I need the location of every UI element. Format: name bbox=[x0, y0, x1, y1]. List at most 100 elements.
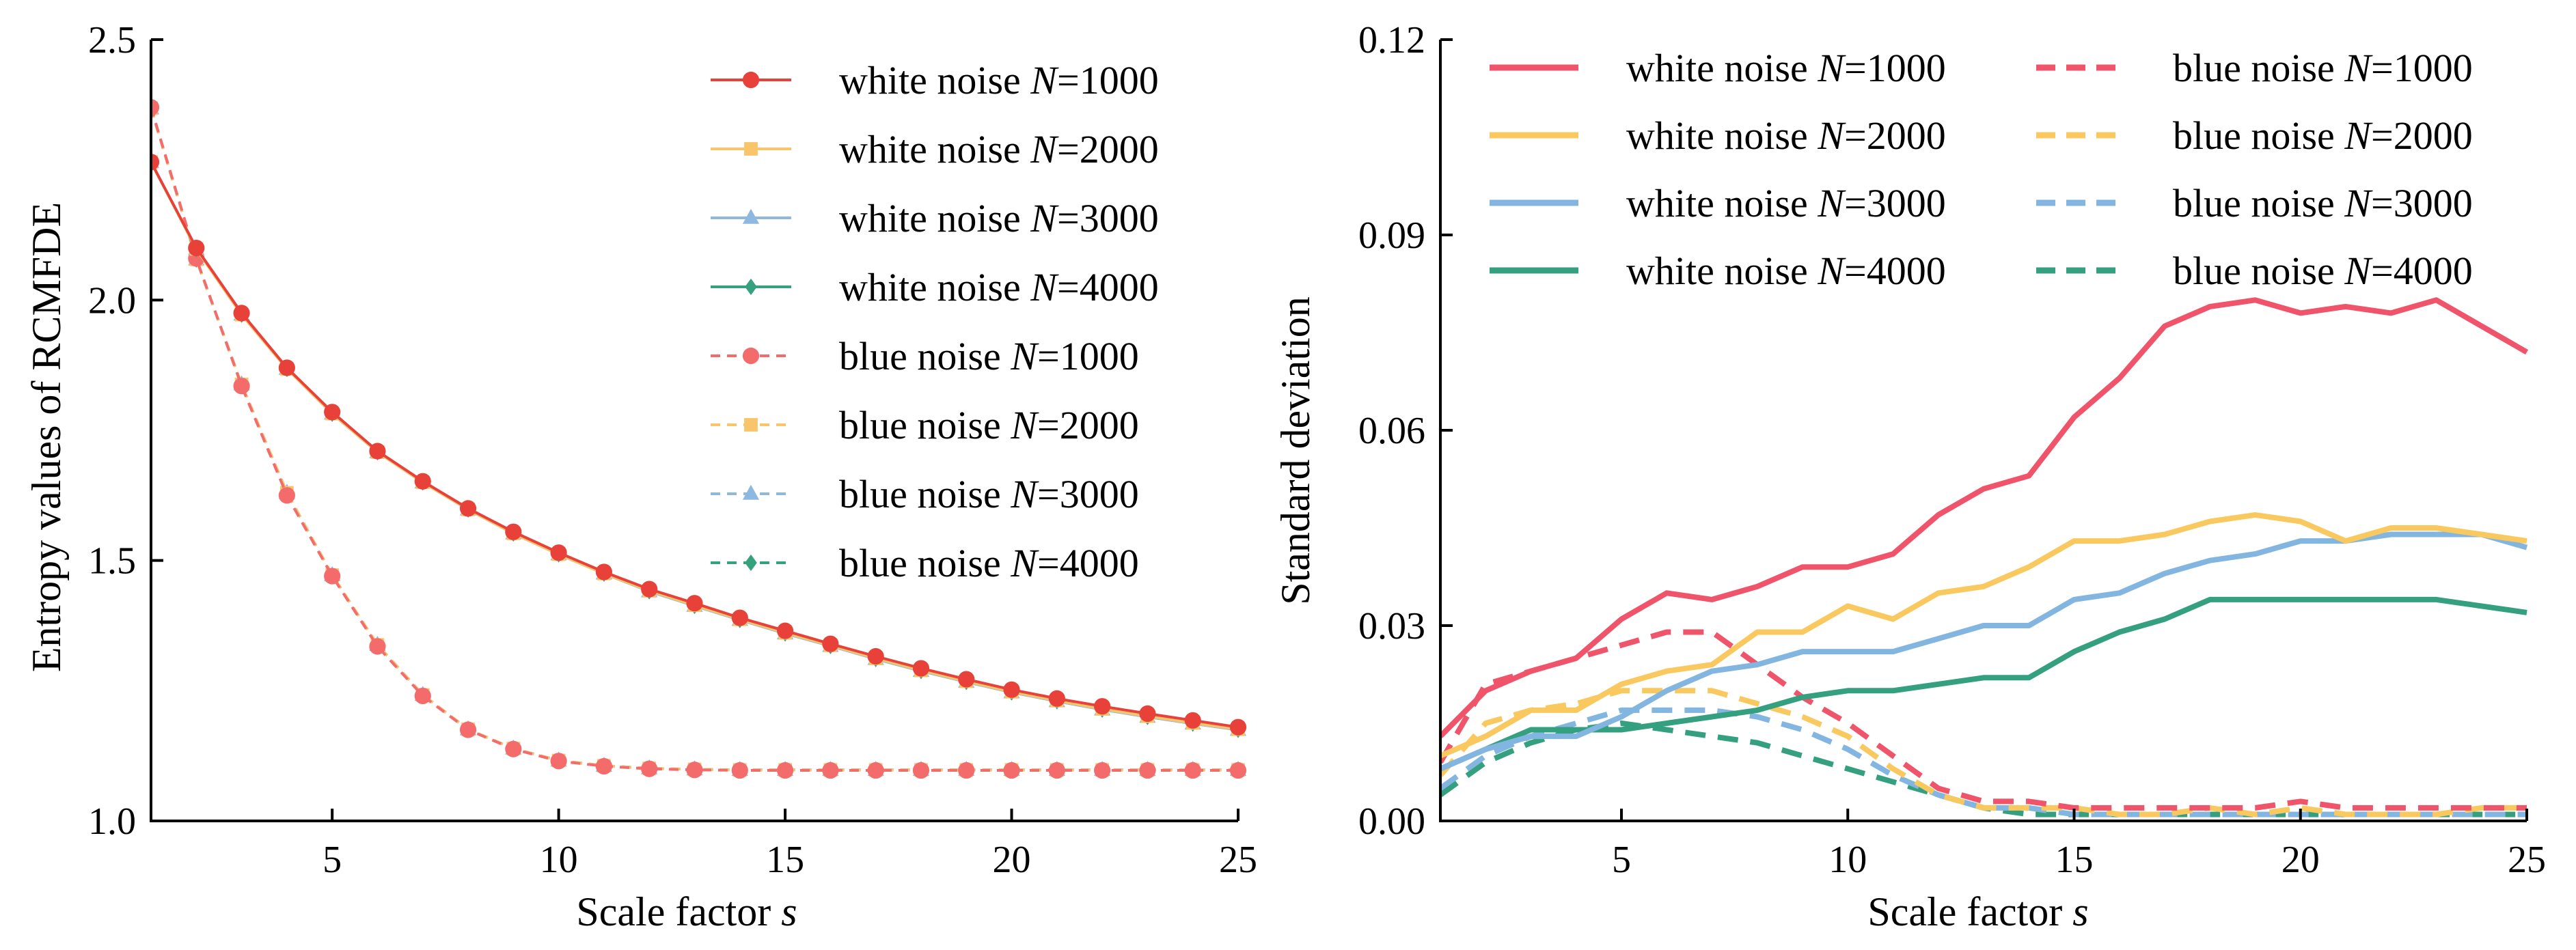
entropy-data-point bbox=[151, 154, 160, 171]
entropy-data-point bbox=[1094, 698, 1111, 715]
stddev-series-line-5 bbox=[1440, 688, 2527, 818]
entropy-x-tick-label: 5 bbox=[323, 839, 342, 881]
entropy-legend-marker bbox=[742, 71, 760, 89]
entropy-data-point bbox=[233, 305, 250, 322]
entropy-data-point bbox=[912, 762, 930, 779]
entropy-data-point bbox=[233, 378, 250, 395]
entropy-data-point bbox=[278, 359, 295, 376]
entropy-x-tick-label: 20 bbox=[993, 839, 1031, 881]
entropy-data-point bbox=[595, 563, 613, 581]
entropy-data-point bbox=[867, 647, 884, 665]
entropy-data-point bbox=[459, 500, 477, 517]
entropy-legend-label: white noise N=3000 bbox=[839, 196, 1159, 240]
stddev-legend-item-4: blue noise N=1000 bbox=[2036, 46, 2473, 90]
stddev-legend-label: blue noise N=3000 bbox=[2173, 181, 2473, 225]
stddev-x-axis-title: Scale factor s bbox=[1867, 889, 2088, 934]
entropy-legend-item-3: white noise N=4000 bbox=[711, 265, 1159, 309]
stddev-series-line-3 bbox=[1440, 596, 2527, 772]
stddev-y-axis-title: Standard deviation bbox=[1273, 296, 1318, 605]
entropy-data-point bbox=[550, 753, 567, 770]
entropy-data-point bbox=[1229, 762, 1247, 779]
entropy-data-point bbox=[1003, 762, 1020, 779]
entropy-data-point bbox=[867, 762, 884, 779]
entropy-legend-marker bbox=[742, 347, 760, 365]
stddev-legend-label: blue noise N=1000 bbox=[2173, 46, 2473, 90]
entropy-legend-item-6: blue noise N=3000 bbox=[711, 472, 1139, 516]
entropy-data-point bbox=[958, 671, 975, 688]
entropy-data-point bbox=[958, 762, 975, 779]
entropy-data-point bbox=[1048, 762, 1065, 779]
entropy-data-point bbox=[550, 544, 567, 561]
entropy-x-tick-label: 15 bbox=[766, 839, 804, 881]
entropy-data-point bbox=[324, 404, 341, 421]
entropy-ticks: 5 10 15 20 25 1.0 1.5 2.0 2.5 bbox=[88, 19, 1257, 881]
stddev-chart: 5 10 15 20 25 0.00 0.03 0.06 0.09 0.12 Scale fact… bbox=[1273, 19, 2546, 934]
stddev-y-tick-label: 0.03 bbox=[1358, 605, 1425, 647]
entropy-data-point bbox=[505, 523, 522, 540]
entropy-legend-label: blue noise N=4000 bbox=[839, 541, 1139, 585]
entropy-legend-marker bbox=[744, 142, 758, 156]
stddev-legend-item-1: white noise N=2000 bbox=[1490, 113, 1946, 158]
entropy-data-point bbox=[188, 239, 205, 257]
entropy-legend-label: white noise N=1000 bbox=[839, 58, 1159, 102]
stddev-series-line-6 bbox=[1440, 707, 2527, 818]
stddev-plot-area bbox=[1440, 297, 2528, 818]
entropy-legend-label: white noise N=4000 bbox=[839, 265, 1159, 309]
entropy-plot-area bbox=[151, 99, 1247, 779]
entropy-data-point bbox=[414, 473, 431, 490]
stddev-series-line-4 bbox=[1440, 629, 2527, 811]
entropy-x-axis-title-main: Scale factor bbox=[576, 889, 781, 934]
entropy-data-point bbox=[731, 609, 748, 626]
stddev-legend-label: white noise N=4000 bbox=[1626, 249, 1946, 293]
stddev-y-tick-label: 0.00 bbox=[1358, 800, 1425, 843]
entropy-x-tick-label: 25 bbox=[1219, 839, 1257, 881]
stddev-legend-item-2: white noise N=3000 bbox=[1490, 181, 1946, 225]
stddev-legend-label: white noise N=3000 bbox=[1626, 181, 1946, 225]
entropy-data-point bbox=[324, 568, 341, 585]
entropy-data-point bbox=[369, 443, 386, 460]
entropy-legend-label: blue noise N=3000 bbox=[839, 472, 1139, 516]
entropy-data-point bbox=[641, 760, 658, 777]
entropy-legend-marker bbox=[745, 278, 757, 296]
stddev-y-tick-label: 0.12 bbox=[1358, 19, 1425, 61]
entropy-legend: white noise N=1000 white noise N=2000 whit… bbox=[711, 58, 1159, 585]
stddev-series-line-1 bbox=[1440, 512, 2527, 759]
entropy-data-point bbox=[459, 721, 477, 738]
stddev-x-tick-label: 10 bbox=[1828, 839, 1867, 881]
entropy-legend-label: white noise N=2000 bbox=[839, 127, 1159, 171]
entropy-data-point bbox=[822, 635, 839, 652]
entropy-series-markers-4 bbox=[151, 99, 1247, 779]
entropy-data-point bbox=[414, 687, 431, 705]
entropy-data-point bbox=[1229, 718, 1247, 736]
entropy-legend-label: blue noise N=2000 bbox=[839, 403, 1139, 447]
entropy-data-point bbox=[1184, 712, 1201, 729]
stddev-series-line-7 bbox=[1440, 721, 2527, 818]
entropy-x-axis-title-var: s bbox=[781, 889, 797, 934]
stddev-legend-item-3: white noise N=4000 bbox=[1490, 249, 1946, 293]
stddev-y-tick-label: 0.06 bbox=[1358, 410, 1425, 452]
entropy-legend-item-0: white noise N=1000 bbox=[711, 58, 1159, 102]
entropy-data-point bbox=[1094, 762, 1111, 779]
entropy-data-point bbox=[1139, 705, 1156, 722]
entropy-chart: 5 10 15 20 25 1.0 1.5 2.0 2.5 Scale factor s Ent… bbox=[24, 19, 1257, 934]
stddev-x-tick-label: 5 bbox=[1612, 839, 1631, 881]
entropy-data-point bbox=[1003, 681, 1020, 698]
entropy-legend-marker bbox=[744, 418, 758, 432]
entropy-series-markers-0 bbox=[151, 154, 1247, 736]
stddev-legend: white noise N=1000 white noise N=2000 whit… bbox=[1490, 46, 2473, 293]
stddev-legend-item-7: blue noise N=4000 bbox=[2036, 249, 2473, 293]
entropy-data-point bbox=[1139, 762, 1156, 779]
stddev-legend-item-5: blue noise N=2000 bbox=[2036, 113, 2473, 158]
entropy-data-point bbox=[1048, 690, 1065, 707]
stddev-legend-label: blue noise N=4000 bbox=[2173, 249, 2473, 293]
stddev-x-tick-label: 25 bbox=[2508, 839, 2546, 881]
entropy-data-point bbox=[641, 581, 658, 598]
entropy-legend-item-5: blue noise N=2000 bbox=[711, 403, 1139, 447]
stddev-legend-label: white noise N=2000 bbox=[1626, 113, 1946, 158]
entropy-data-point bbox=[278, 487, 295, 504]
stddev-legend-item-6: blue noise N=3000 bbox=[2036, 181, 2473, 225]
entropy-y-tick-label: 2.5 bbox=[88, 19, 136, 61]
stddev-series-line-0 bbox=[1440, 297, 2528, 738]
entropy-data-point bbox=[595, 757, 613, 775]
